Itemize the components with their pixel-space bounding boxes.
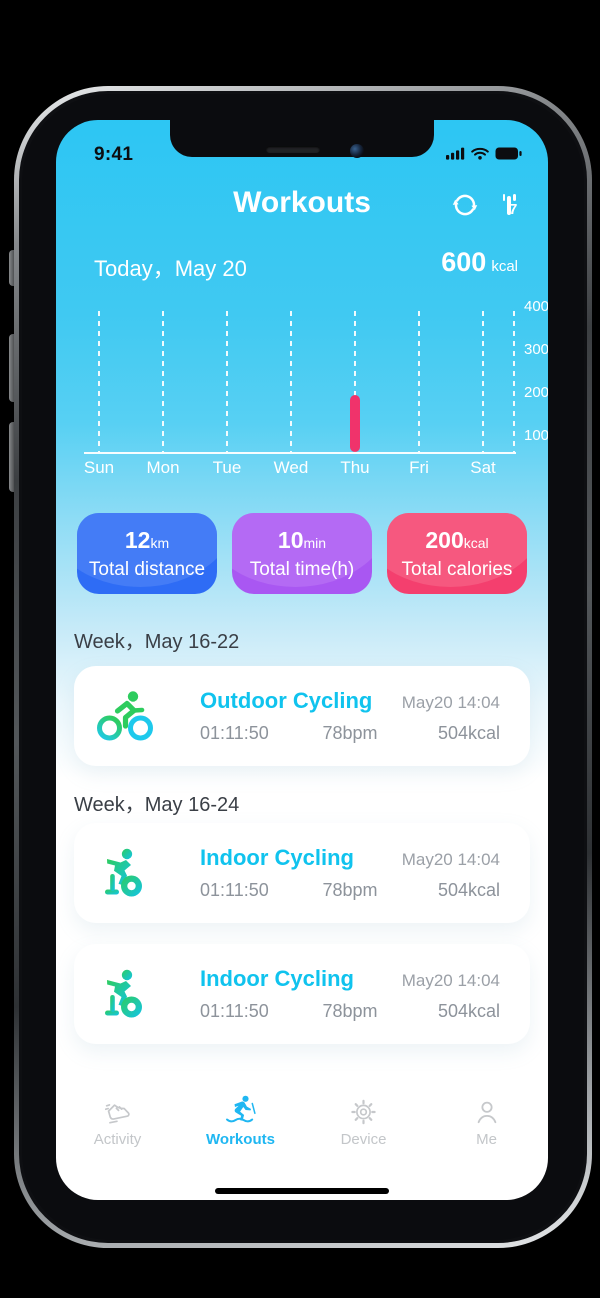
tab-me[interactable]: Me (425, 1086, 548, 1148)
workout-duration: 01:11:50 (200, 723, 269, 743)
sync-button[interactable] (450, 190, 480, 220)
workout-title: Indoor Cycling (200, 845, 354, 870)
page-title: Workouts (233, 186, 371, 219)
workout-datetime: May20 14:04 (401, 850, 500, 869)
person-icon (473, 1094, 501, 1126)
workout-heart-rate: 78bpm (322, 880, 378, 900)
workout-card-indoor-cycling[interactable]: Indoor Cycling May20 14:04 01:11:50 78bp… (74, 823, 530, 923)
tab-activity[interactable]: Activity (56, 1086, 179, 1148)
distance-value: 12 (124, 526, 151, 553)
shoe-icon (103, 1094, 133, 1126)
total-time-card: 10 min Total time(h) (232, 513, 372, 594)
day-label: Sat (470, 458, 496, 477)
tab-bar: Activity Workouts (56, 1086, 548, 1148)
workout-datetime: May20 14:04 (401, 693, 500, 712)
volume-down-button (9, 422, 18, 492)
day-label: Mon (146, 458, 180, 477)
calendar-icon: 7 (502, 193, 517, 218)
front-camera (350, 144, 364, 158)
week-label: Week，May 16-24 (74, 794, 240, 816)
today-calories: 600 kcal (441, 247, 518, 278)
workout-calories: 504kcal (437, 880, 500, 900)
time-value: 10 (277, 526, 304, 553)
silent-switch (9, 250, 18, 286)
day-label: Fri (409, 458, 429, 477)
tab-workouts-label: Workouts (206, 1131, 275, 1148)
wifi-icon (471, 147, 489, 160)
phone-frame: 9:41 (14, 86, 592, 1248)
ski-person-icon (223, 1094, 259, 1126)
weekly-bar-chart (84, 305, 516, 454)
workout-title: Indoor Cycling (200, 966, 354, 991)
workout-heart-rate: 78bpm (322, 723, 378, 743)
today-date-label: Today，May 20 (94, 256, 247, 281)
y-tick-label: 300 (524, 341, 548, 358)
y-tick-label: 100 (524, 427, 548, 444)
home-indicator[interactable] (215, 1188, 389, 1194)
indoor-cycling-icon (105, 848, 142, 897)
calendar-button[interactable]: 7 (495, 190, 523, 220)
workout-heart-rate: 78bpm (322, 1001, 378, 1021)
tab-device[interactable]: Device (302, 1086, 425, 1148)
y-tick-label: 200 (524, 384, 548, 401)
gear-icon (349, 1094, 378, 1126)
day-label: Wed (273, 458, 309, 477)
screen: 9:41 (56, 120, 548, 1200)
chart-bar-thu (350, 395, 360, 452)
day-label: Tue (212, 458, 242, 477)
calories-value: 200 (425, 526, 464, 553)
time-unit: min (303, 534, 327, 551)
battery-icon (495, 147, 522, 160)
tab-me-label: Me (476, 1131, 497, 1148)
distance-unit: km (150, 534, 170, 551)
earpiece-speaker (266, 146, 320, 153)
workout-title: Outdoor Cycling (200, 688, 373, 713)
today-calories-unit: kcal (491, 258, 518, 275)
sync-icon (452, 194, 478, 216)
workout-duration: 01:11:50 (200, 880, 269, 900)
workout-calories: 504kcal (437, 723, 500, 743)
signal-icon (446, 147, 465, 160)
workout-calories: 504kcal (437, 1001, 500, 1021)
distance-label: Total distance (88, 558, 206, 580)
chart-day-labels: Sun Mon Tue Wed Thu Fri Sat (67, 458, 515, 478)
day-label: Sun (83, 458, 115, 477)
week-label: Week，May 16-22 (74, 631, 240, 653)
status-icons (446, 147, 522, 160)
phone-bezel: 9:41 (22, 94, 584, 1240)
calories-label: Total calories (401, 558, 513, 580)
time-label: Total time(h) (249, 558, 355, 580)
indoor-cycling-icon (105, 969, 142, 1018)
workout-card-indoor-cycling[interactable]: Indoor Cycling May20 14:04 01:11:50 78bp… (74, 944, 530, 1044)
tab-workouts[interactable]: Workouts (179, 1086, 302, 1148)
tab-device-label: Device (340, 1131, 387, 1148)
today-calories-value: 600 (441, 247, 487, 277)
tab-activity-label: Activity (93, 1131, 142, 1148)
workout-duration: 01:11:50 (200, 1001, 269, 1021)
day-label: Thu (340, 458, 370, 477)
workout-datetime: May20 14:04 (401, 971, 500, 990)
summary-cards-row: 12 km Total distance 10 min Total time(h… (56, 513, 548, 594)
total-distance-card: 12 km Total distance (77, 513, 217, 594)
outdoor-cycling-icon (97, 691, 153, 741)
y-tick-label: 400 (524, 298, 548, 315)
workout-card-outdoor-cycling[interactable]: Outdoor Cycling May20 14:04 01:11:50 78b… (74, 666, 530, 766)
calories-unit: kcal (463, 534, 489, 551)
notch (170, 120, 434, 158)
status-time: 9:41 (94, 144, 134, 165)
total-calories-card: 200 kcal Total calories (387, 513, 527, 594)
volume-up-button (9, 334, 18, 402)
y-axis-line (513, 311, 515, 452)
